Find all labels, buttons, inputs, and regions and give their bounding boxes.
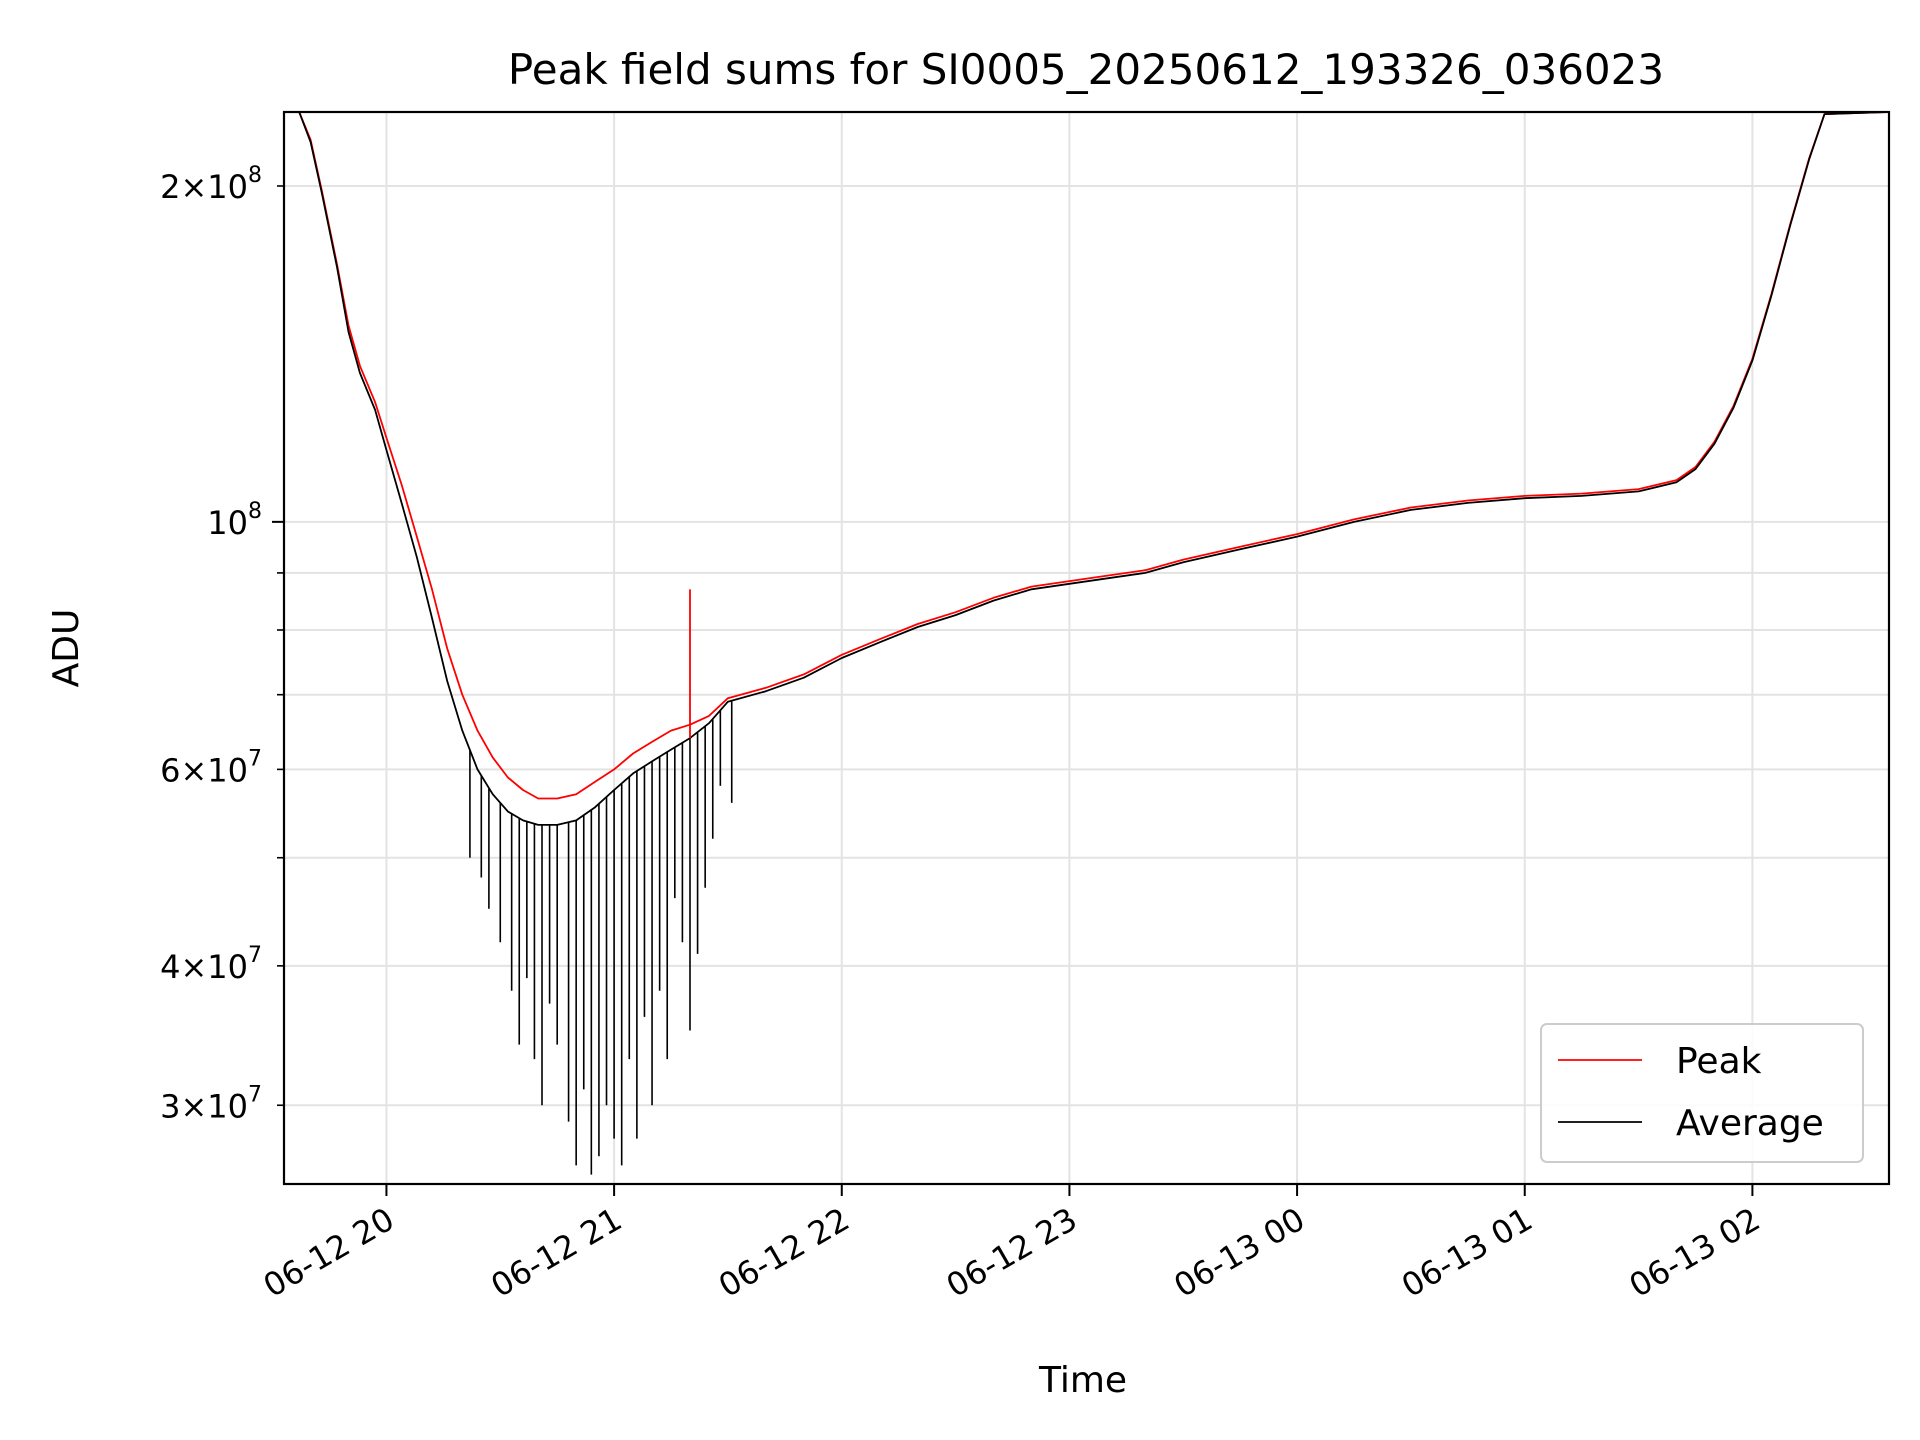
series-group: [284, 112, 1889, 1175]
chart-title: Peak field sums for SI0005_20250612_1933…: [508, 45, 1664, 94]
y-tick-label: 108: [207, 499, 262, 542]
x-axis-label: Time: [1038, 1360, 1127, 1401]
y-tick-label: 4×107: [160, 943, 262, 986]
series-line-average: [284, 112, 1889, 826]
y-tick-label: 2×108: [160, 163, 262, 206]
y-axis-label: ADU: [46, 609, 87, 688]
series-line-peak: [284, 112, 1889, 800]
legend-box: [1540, 1023, 1864, 1163]
y-ticks: 108 3×107 4×107 6×107 2×108: [160, 163, 284, 1125]
legend-label-average: Average: [1676, 1103, 1824, 1144]
grid: [284, 112, 1889, 1184]
y-tick-label: 6×107: [160, 746, 262, 789]
series-layer: [284, 112, 1889, 1175]
plot-frame: [282, 110, 1891, 1186]
legend-label-peak: Peak: [1676, 1041, 1762, 1082]
legend: Peak Average: [1540, 1023, 1864, 1163]
y-tick-label: 3×107: [160, 1082, 262, 1125]
